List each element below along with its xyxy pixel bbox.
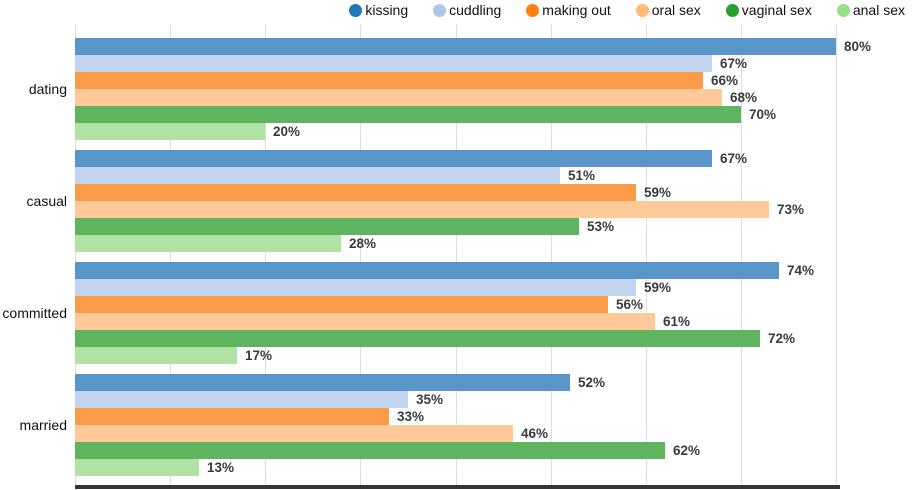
bar-casual-cuddling [75,167,560,184]
bar-value-label-committed-cuddling: 59% [644,280,672,295]
legend-dot-vaginal-sex [725,3,739,17]
category-label-married: married [19,417,67,433]
bar-value-label-married-vaginal-sex: 62% [673,443,701,458]
legend-dot-anal-sex [836,3,850,17]
category-label-dating: dating [28,81,67,97]
legend-label: cuddling [449,2,502,18]
bar-value-label-married-oral-sex: 46% [521,426,549,441]
bar-value-label-committed-oral-sex: 61% [663,314,691,329]
bar-casual-kissing [75,150,712,167]
gridline-20 [265,25,267,485]
legend-item-oral-sex[interactable]: oral sex [635,2,701,18]
bar-dating-oral-sex [75,89,722,106]
bar-committed-making-out [75,296,608,313]
bar-committed-kissing [75,262,779,279]
bar-value-label-committed-anal-sex: 17% [245,348,273,363]
bar-married-making-out [75,408,389,425]
bar-casual-making-out [75,184,636,201]
bar-committed-anal-sex [75,347,237,364]
bar-value-label-married-cuddling: 35% [416,392,444,407]
gridline-10 [170,25,172,485]
legend-label: anal sex [852,2,905,18]
bar-value-label-committed-making-out: 56% [616,297,644,312]
bar-value-label-dating-oral-sex: 68% [730,90,758,105]
gridline-60 [645,25,647,485]
bar-dating-vaginal-sex [75,106,741,123]
bar-value-label-dating-anal-sex: 20% [273,124,301,139]
legend-item-vaginal-sex[interactable]: vaginal sex [725,2,812,18]
legend-item-anal-sex[interactable]: anal sex [836,2,905,18]
bar-value-label-casual-making-out: 59% [644,185,672,200]
bar-married-vaginal-sex [75,442,665,459]
legend-label: making out [542,2,611,18]
bar-committed-vaginal-sex [75,330,760,347]
legend-label: kissing [365,2,409,18]
gridline-40 [455,25,457,485]
bar-value-label-casual-oral-sex: 73% [777,202,805,217]
bar-married-oral-sex [75,425,513,442]
legend-dot-oral-sex [635,3,649,17]
gridline-30 [360,25,362,485]
bar-value-label-married-making-out: 33% [397,409,425,424]
legend-dot-kissing [349,3,363,17]
legend-item-cuddling[interactable]: cuddling [433,2,501,18]
bar-dating-kissing [75,38,836,55]
legend-item-making-out[interactable]: making out [526,2,611,18]
legend: kissing cuddling making out oral sex vaginal… [349,1,905,19]
legend-label: oral sex [651,2,701,18]
bar-casual-oral-sex [75,201,769,218]
bar-dating-anal-sex [75,123,265,140]
bar-married-kissing [75,374,570,391]
bar-dating-making-out [75,72,703,89]
category-label-casual: casual [26,193,67,209]
gridline-50 [550,25,552,485]
bar-value-label-married-anal-sex: 13% [207,460,235,475]
bar-value-label-married-kissing: 52% [578,375,606,390]
bar-value-label-casual-anal-sex: 28% [349,236,377,251]
gridline-0 [75,25,76,485]
bar-value-label-committed-kissing: 74% [787,263,815,278]
bar-value-label-dating-kissing: 80% [844,39,872,54]
bar-value-label-dating-vaginal-sex: 70% [749,107,777,122]
bar-value-label-dating-making-out: 66% [711,73,739,88]
bar-committed-oral-sex [75,313,655,330]
bar-committed-cuddling [75,279,636,296]
category-label-committed: committed [2,305,67,321]
bar-dating-cuddling [75,55,712,72]
gridline-80 [836,25,837,485]
bar-married-cuddling [75,391,408,408]
bar-value-label-casual-vaginal-sex: 53% [587,219,615,234]
legend-label: vaginal sex [741,2,812,18]
x-axis-line [75,485,840,489]
bar-value-label-dating-cuddling: 67% [720,56,748,71]
bar-value-label-committed-vaginal-sex: 72% [768,331,796,346]
bar-value-label-casual-cuddling: 51% [568,168,596,183]
legend-dot-making-out [526,3,540,17]
bar-married-anal-sex [75,459,199,476]
legend-item-kissing[interactable]: kissing [349,2,408,18]
legend-dot-cuddling [433,3,447,17]
bar-casual-vaginal-sex [75,218,579,235]
bar-casual-anal-sex [75,235,341,252]
gridline-70 [740,25,742,485]
bar-value-label-casual-kissing: 67% [720,151,748,166]
